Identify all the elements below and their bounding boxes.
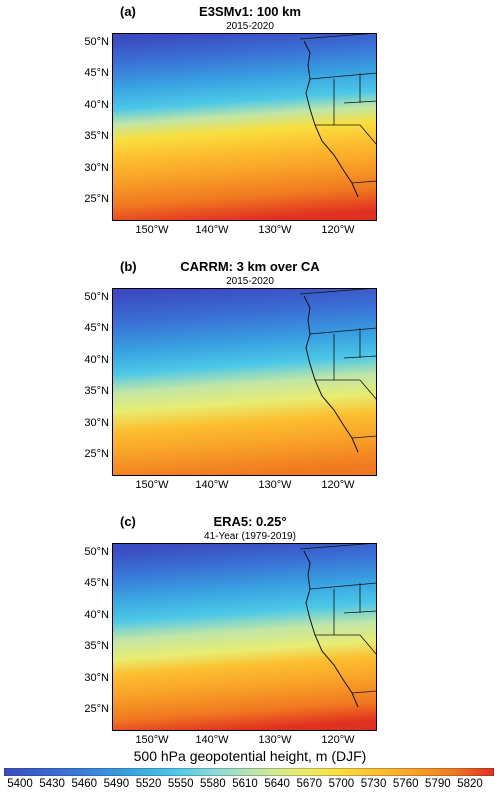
lat-tick-label: 45°N [84, 577, 109, 589]
lon-tick-label: 120°W [321, 224, 355, 236]
panel-letter: (c) [120, 514, 136, 529]
lat-tick-label: 40°N [84, 354, 109, 366]
colorbar-tick-label: 5460 [71, 778, 98, 790]
lat-tick-label: 30°N [84, 162, 109, 174]
map-frame [112, 288, 377, 476]
colorbar-tick-label: 5670 [296, 778, 323, 790]
geopotential-field [112, 543, 377, 731]
lon-tick-label: 140°W [195, 734, 229, 746]
panel-letter: (b) [120, 259, 137, 274]
colorbar-tick-label: 5790 [425, 778, 451, 790]
colorbar-tick-label: 5730 [360, 778, 387, 790]
lon-tick-label: 130°W [258, 734, 292, 746]
lat-tick-label: 45°N [84, 322, 109, 334]
colorbar [4, 768, 494, 776]
lat-tick-label: 40°N [84, 99, 109, 111]
map-plot [112, 288, 377, 476]
panel-title: E3SMv1: 100 km [199, 4, 301, 19]
lon-tick-label: 140°W [195, 479, 229, 491]
lat-tick-label: 50°N [84, 36, 109, 48]
lat-tick-label: 25°N [84, 448, 109, 460]
lat-tick-label: 45°N [84, 67, 109, 79]
map-plot [112, 33, 377, 221]
lat-tick-label: 50°N [84, 291, 109, 303]
colorbar-tick-label: 5400 [7, 778, 33, 790]
panel-title: ERA5: 0.25° [213, 514, 287, 529]
coastline [303, 295, 359, 453]
colorbar-tick-label: 5760 [392, 778, 419, 790]
colorbar-tick-label: 5490 [103, 778, 130, 790]
state-borders [299, 288, 377, 439]
panel-title: CARRM: 3 km over CA [180, 259, 320, 274]
panel-subtitle: 2015-2020 [226, 276, 274, 287]
panel-subtitle: 41-Year (1979-2019) [204, 531, 296, 542]
lat-tick-label: 25°N [84, 703, 109, 715]
lat-tick-label: 35°N [84, 130, 109, 142]
lat-tick-label: 35°N [84, 640, 109, 652]
map-frame [112, 33, 377, 221]
lon-tick-label: 150°W [135, 479, 169, 491]
coastline [303, 40, 359, 198]
colorbar-tick-label: 5580 [200, 778, 226, 790]
lon-tick-label: 130°W [258, 479, 292, 491]
geopotential-field [112, 33, 377, 221]
lon-tick-label: 150°W [135, 734, 169, 746]
colorbar-title: 500 hPa geopotential height, m (DJF) [133, 748, 367, 764]
lat-tick-label: 40°N [84, 609, 109, 621]
colorbar-tick-label: 5610 [232, 778, 258, 790]
state-borders [299, 543, 377, 694]
colorbar-tick-label: 5700 [328, 778, 355, 790]
lat-tick-label: 30°N [84, 672, 109, 684]
lat-tick-label: 25°N [84, 193, 109, 205]
panel-subtitle: 2015-2020 [226, 21, 274, 32]
map-frame [112, 543, 377, 731]
colorbar-tick-label: 5550 [167, 778, 194, 790]
lat-tick-label: 35°N [84, 385, 109, 397]
panel-letter: (a) [120, 4, 136, 19]
lat-tick-label: 50°N [84, 546, 109, 558]
state-borders [299, 33, 377, 184]
lon-tick-label: 140°W [195, 224, 229, 236]
lon-tick-label: 150°W [135, 224, 169, 236]
coastline [303, 550, 359, 708]
colorbar-tick-label: 5820 [457, 778, 483, 790]
lon-tick-label: 130°W [258, 224, 292, 236]
lat-tick-label: 30°N [84, 417, 109, 429]
lon-tick-label: 120°W [321, 734, 355, 746]
geopotential-field [112, 288, 377, 476]
colorbar-tick-label: 5430 [39, 778, 65, 790]
lon-tick-label: 120°W [321, 479, 355, 491]
colorbar-tick-label: 5640 [264, 778, 290, 790]
colorbar-tick-label: 5520 [135, 778, 162, 790]
map-plot [112, 543, 377, 731]
